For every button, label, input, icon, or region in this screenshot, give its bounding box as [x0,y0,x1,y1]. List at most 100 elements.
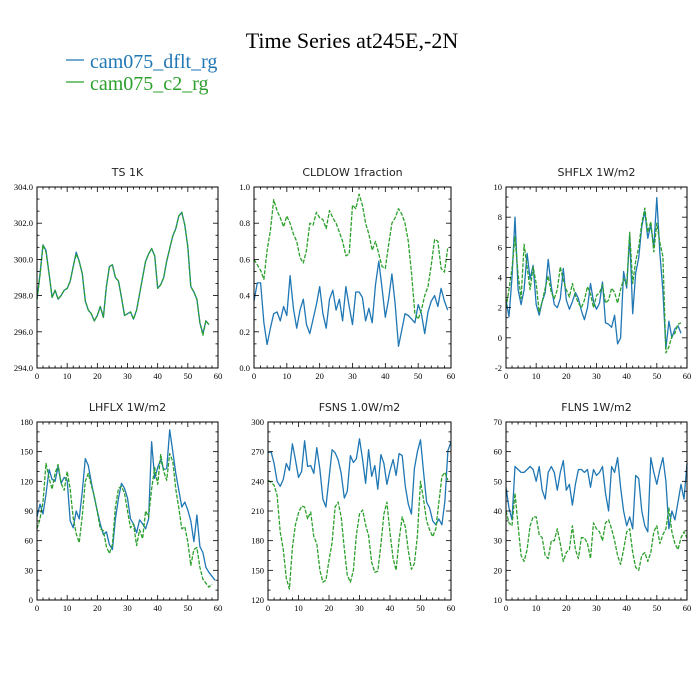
panel-title: TS 1K [111,166,144,179]
series-line-c2 [36,211,210,337]
series-line-c2 [267,471,449,590]
x-tick-label: 10 [63,603,72,613]
series-line-dflt [253,260,449,347]
series-line-c2 [505,492,688,571]
y-tick-label: 60 [494,447,503,457]
y-tick-label: 70 [494,417,503,427]
x-tick-label: 60 [683,371,692,381]
y-tick-label: 304.0 [14,182,33,192]
y-tick-label: 50 [494,476,503,486]
y-tick-label: 30 [25,565,34,575]
x-tick-label: 10 [294,603,303,613]
y-tick-label: 180 [20,417,33,427]
y-tick-label: 120 [20,476,33,486]
x-tick-label: 30 [355,603,364,613]
y-tick-label: 0.0 [239,363,250,373]
series-line-c2 [253,193,449,320]
x-tick-label: 10 [532,603,541,613]
series-line-dflt [505,456,688,533]
y-tick-label: 0.8 [239,218,250,228]
x-tick-label: 20 [93,371,102,381]
x-tick-label: 20 [93,603,102,613]
y-tick-label: -2 [495,363,502,373]
y-tick-label: 10 [494,182,503,192]
series-line-dflt [267,438,452,526]
x-tick-label: 20 [562,371,571,381]
y-tick-label: 4 [498,273,503,283]
series-line-c2 [36,452,213,588]
x-tick-label: 30 [592,371,601,381]
y-tick-label: 60 [25,536,34,546]
x-tick-label: 20 [325,603,334,613]
panel-title: SHFLX 1W/m2 [557,166,635,179]
x-tick-label: 40 [153,603,162,613]
series-line-dflt [36,429,216,581]
x-tick-label: 30 [123,603,132,613]
y-tick-label: 90 [25,506,34,516]
y-tick-label: 2 [498,303,502,313]
y-tick-label: 240 [251,476,264,486]
x-tick-label: 10 [532,371,541,381]
plot-frame [267,421,452,601]
panel-3: LHFLX 1W/m2 0 10 20 30 40 50 60 0 30 60 90 120 150 180 [20,401,222,613]
x-tick-label: 10 [283,371,292,381]
x-tick-label: 60 [447,603,456,613]
x-tick-label: 20 [562,603,571,613]
series-line-c2 [505,207,682,354]
y-tick-label: 298.0 [14,291,33,301]
x-tick-label: 50 [653,603,662,613]
series-line-dflt [36,211,210,335]
x-tick-label: 60 [214,371,223,381]
y-tick-label: 210 [251,506,264,516]
x-tick-label: 30 [348,371,357,381]
x-tick-label: 30 [592,603,601,613]
y-tick-label: 296.0 [14,327,33,337]
x-tick-label: 50 [416,603,425,613]
x-tick-label: 50 [653,371,662,381]
y-tick-label: 0.4 [239,291,250,301]
y-tick-label: 270 [251,447,264,457]
y-tick-label: 300 [251,417,264,427]
y-tick-label: 10 [494,595,503,605]
y-tick-label: 0 [29,595,33,605]
x-tick-label: 10 [63,371,72,381]
x-tick-label: 40 [381,371,390,381]
y-tick-label: 0 [498,333,502,343]
y-tick-label: 150 [20,447,33,457]
x-tick-label: 40 [386,603,395,613]
y-tick-label: 150 [251,565,264,575]
panels: TS 1K0 10 20 30 40 50 60294.0296.0298.0300.030… [14,166,691,613]
y-tick-label: 8 [498,212,502,222]
y-tick-label: 0.6 [239,254,250,264]
panel-title: FLNS 1W/m2 [561,401,631,414]
x-tick-label: 40 [153,371,162,381]
panel-1: CLDLOW 1fraction 0 10 20 30 40 50 60 0.0 0.2 0.4 0.… [239,166,455,381]
y-tick-label: 300.0 [14,254,33,264]
y-tick-label: 30 [494,536,503,546]
y-tick-label: 294.0 [14,363,33,373]
x-tick-label: 60 [214,603,223,613]
y-tick-label: 120 [251,595,264,605]
y-tick-label: 1.0 [239,182,250,192]
x-tick-label: 0 [35,603,39,613]
x-tick-label: 50 [184,603,193,613]
y-tick-label: 20 [494,565,503,575]
x-tick-label: 20 [315,371,324,381]
y-tick-label: 0.2 [239,327,250,337]
plot-frame [505,186,688,369]
plot-frame [505,421,688,601]
legend-label-dflt: cam075_dflt_rg [90,51,217,73]
x-tick-label: 0 [252,371,256,381]
x-tick-label: 50 [414,371,423,381]
panel-0: TS 1K 0 10 20 30 40 50 60 294.0 296.0 298.0 300.0 30… [14,166,222,381]
legend: cam075_dflt_rg cam075_c2_rg [66,51,217,95]
plot-frame [36,186,219,369]
panel-4: FSNS 1.0W/m2 0 10 20 30 40 50 60 120 150 180 210 240… [251,401,455,613]
series-line-dflt [505,196,682,350]
panel-title: LHFLX 1W/m2 [89,401,166,414]
panel-title: FSNS 1.0W/m2 [319,401,401,414]
y-tick-label: 180 [251,536,264,546]
